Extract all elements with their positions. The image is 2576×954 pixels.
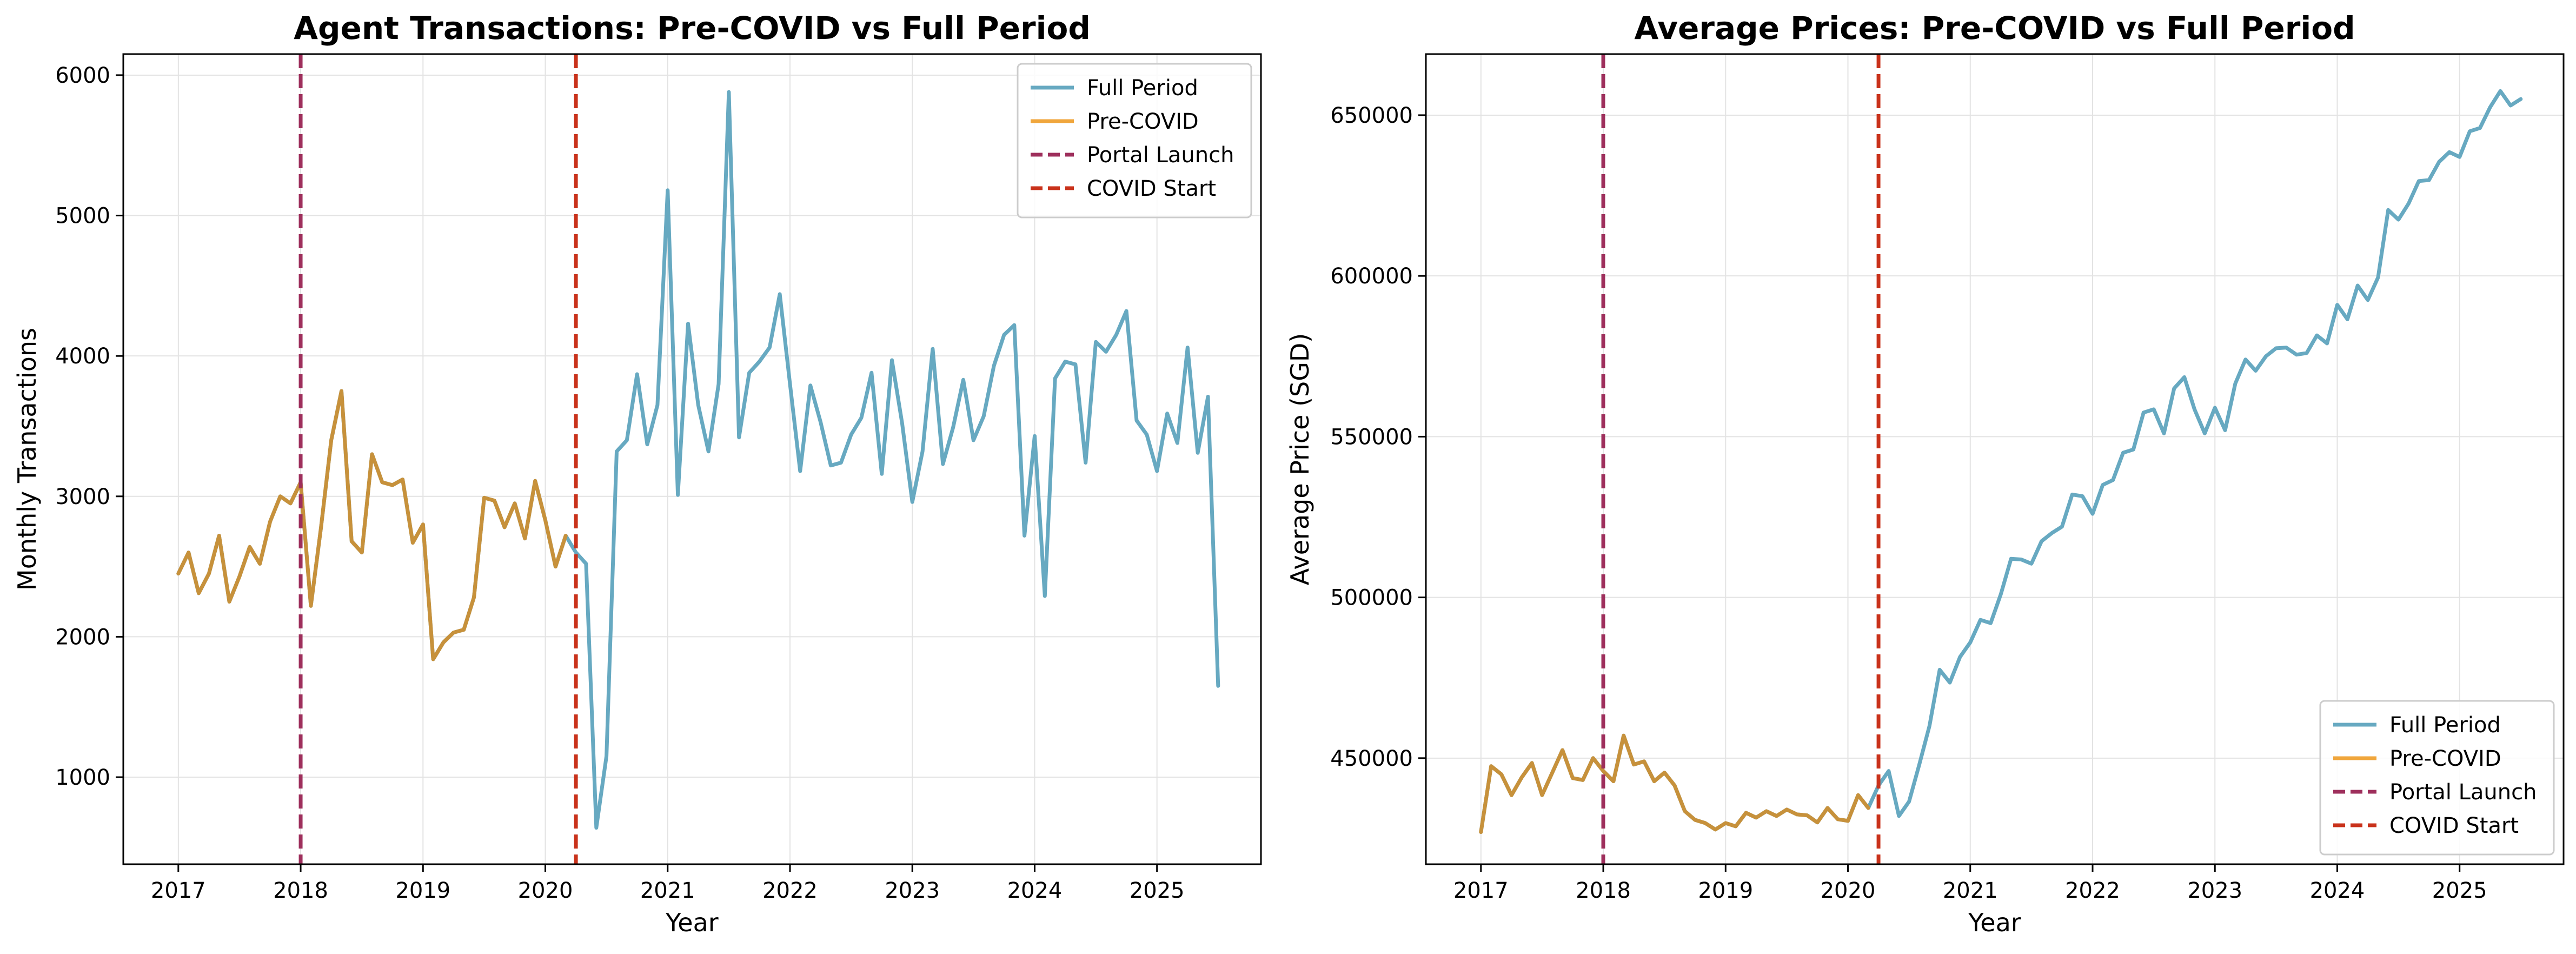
- x-tick-label: 2019: [395, 878, 450, 903]
- x-tick-label: 2021: [1943, 878, 1998, 903]
- chart-title: Agent Transactions: Pre-COVID vs Full Pe…: [294, 10, 1091, 47]
- legend-label-pre-covid: Pre-COVID: [2389, 746, 2501, 771]
- y-tick-label: 3000: [55, 485, 110, 509]
- x-axis-label: Year: [665, 908, 718, 937]
- y-tick-label: 500000: [1330, 586, 1413, 611]
- y-tick-label: 5000: [55, 204, 110, 229]
- legend-label-pre-covid: Pre-COVID: [1087, 109, 1199, 134]
- y-tick-label: 6000: [55, 63, 110, 88]
- x-tick-label: 2018: [273, 878, 328, 903]
- legend-box: [1017, 63, 1252, 218]
- y-tick-label: 650000: [1330, 103, 1413, 128]
- legend-label-covid-start: COVID Start: [2389, 813, 2519, 838]
- x-tick-label: 2025: [1130, 878, 1185, 903]
- x-tick-label: 2024: [1007, 878, 1063, 903]
- y-tick-label: 550000: [1330, 425, 1413, 449]
- y-axis-label: Average Price (SGD): [1285, 333, 1314, 586]
- y-tick-label: 1000: [55, 765, 110, 790]
- y-tick-label: 2000: [55, 625, 110, 650]
- x-tick-label: 2017: [151, 878, 206, 903]
- chart-agent-transactions: 2017 2018 2019 2020 2021 2022 2023 2024 2025 1000…: [12, 10, 1262, 937]
- x-tick-label: 2023: [2187, 878, 2242, 903]
- legend-box: [2319, 700, 2555, 856]
- legend: Full Period Pre-COVID Portal Launch COVID S…: [2319, 700, 2555, 856]
- legend-label-full-period: Full Period: [1087, 76, 1198, 101]
- series-line-pre-covid: [1479, 733, 1870, 834]
- legend: Full Period Pre-COVID Portal Launch COVID S…: [1017, 63, 1252, 218]
- x-tick-label: 2023: [885, 878, 940, 903]
- x-tick-label: 2019: [1698, 878, 1753, 903]
- chart-average-prices: 2017 2018 2019 2020 2021 2022 2023 2024 2025 4500…: [1285, 10, 2565, 937]
- legend-label-full-period: Full Period: [2389, 713, 2501, 738]
- x-tick-label: 2021: [640, 878, 695, 903]
- x-tick-label: 2022: [762, 878, 818, 903]
- legend-label-portal-launch: Portal Launch: [2389, 780, 2537, 805]
- x-axis-label: Year: [1968, 908, 2021, 937]
- grid: [1426, 54, 2564, 864]
- axes-frame: [1425, 53, 2565, 865]
- y-tick-label: 600000: [1330, 264, 1413, 289]
- x-tick-label: 2018: [1576, 878, 1631, 903]
- x-tick-label: 2017: [1453, 878, 1509, 903]
- x-tick-label: 2024: [2310, 878, 2365, 903]
- chart-title: Average Prices: Pre-COVID vs Full Period: [1634, 10, 2355, 47]
- x-tick-label: 2025: [2432, 878, 2487, 903]
- legend-label-portal-launch: Portal Launch: [1087, 143, 1234, 168]
- x-tick-label: 2022: [2065, 878, 2120, 903]
- legend-label-covid-start: COVID Start: [1087, 176, 1216, 201]
- y-tick-label: 450000: [1330, 746, 1413, 771]
- x-tick-label: 2020: [518, 878, 573, 903]
- y-tick-label: 4000: [55, 344, 110, 369]
- y-axis-label: Monthly Transactions: [12, 328, 42, 591]
- series-line-pre-covid: [176, 389, 568, 661]
- x-tick-label: 2020: [1821, 878, 1876, 903]
- axes-frame: [122, 53, 1262, 865]
